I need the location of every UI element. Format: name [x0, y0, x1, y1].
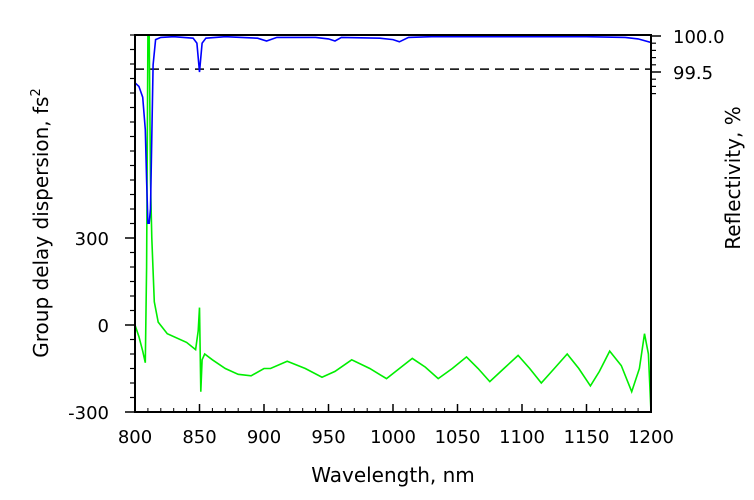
y-left-tick-label: -300 — [68, 403, 109, 424]
x-tick-label: 900 — [247, 427, 281, 448]
y-left-tick-label: 300 — [75, 229, 109, 250]
y-right-axis-label: Reflectivity, % — [721, 106, 745, 249]
y-right-tick-label: 99.5 — [673, 63, 713, 84]
y-left-axis-label: Group delay dispersion, fs2 — [29, 88, 53, 358]
x-tick-label: 1050 — [435, 427, 481, 448]
x-tick-label: 950 — [311, 427, 345, 448]
x-tick-label: 1100 — [499, 427, 545, 448]
reflectivity-series-line — [135, 35, 651, 412]
x-tick-label: 850 — [182, 427, 216, 448]
x-tick-label: 800 — [118, 427, 152, 448]
x-tick-label: 1200 — [628, 427, 674, 448]
plot-frame — [134, 34, 652, 413]
x-axis-label: Wavelength, nm — [311, 463, 475, 487]
y-left-label-text: Group delay dispersion, fs — [29, 97, 53, 358]
y-left-label-superscript: 2 — [29, 88, 44, 96]
x-tick-label: 1000 — [370, 427, 416, 448]
x-tick-label: 1150 — [564, 427, 610, 448]
gdd-series-line — [135, 35, 651, 224]
y-left-tick-label: 0 — [98, 316, 109, 337]
axis-ticks: 800 850 900 950 1000 1050 1100 1150 1200 -300 0 300… — [68, 27, 724, 448]
y-right-tick-label: 100.0 — [673, 27, 725, 48]
